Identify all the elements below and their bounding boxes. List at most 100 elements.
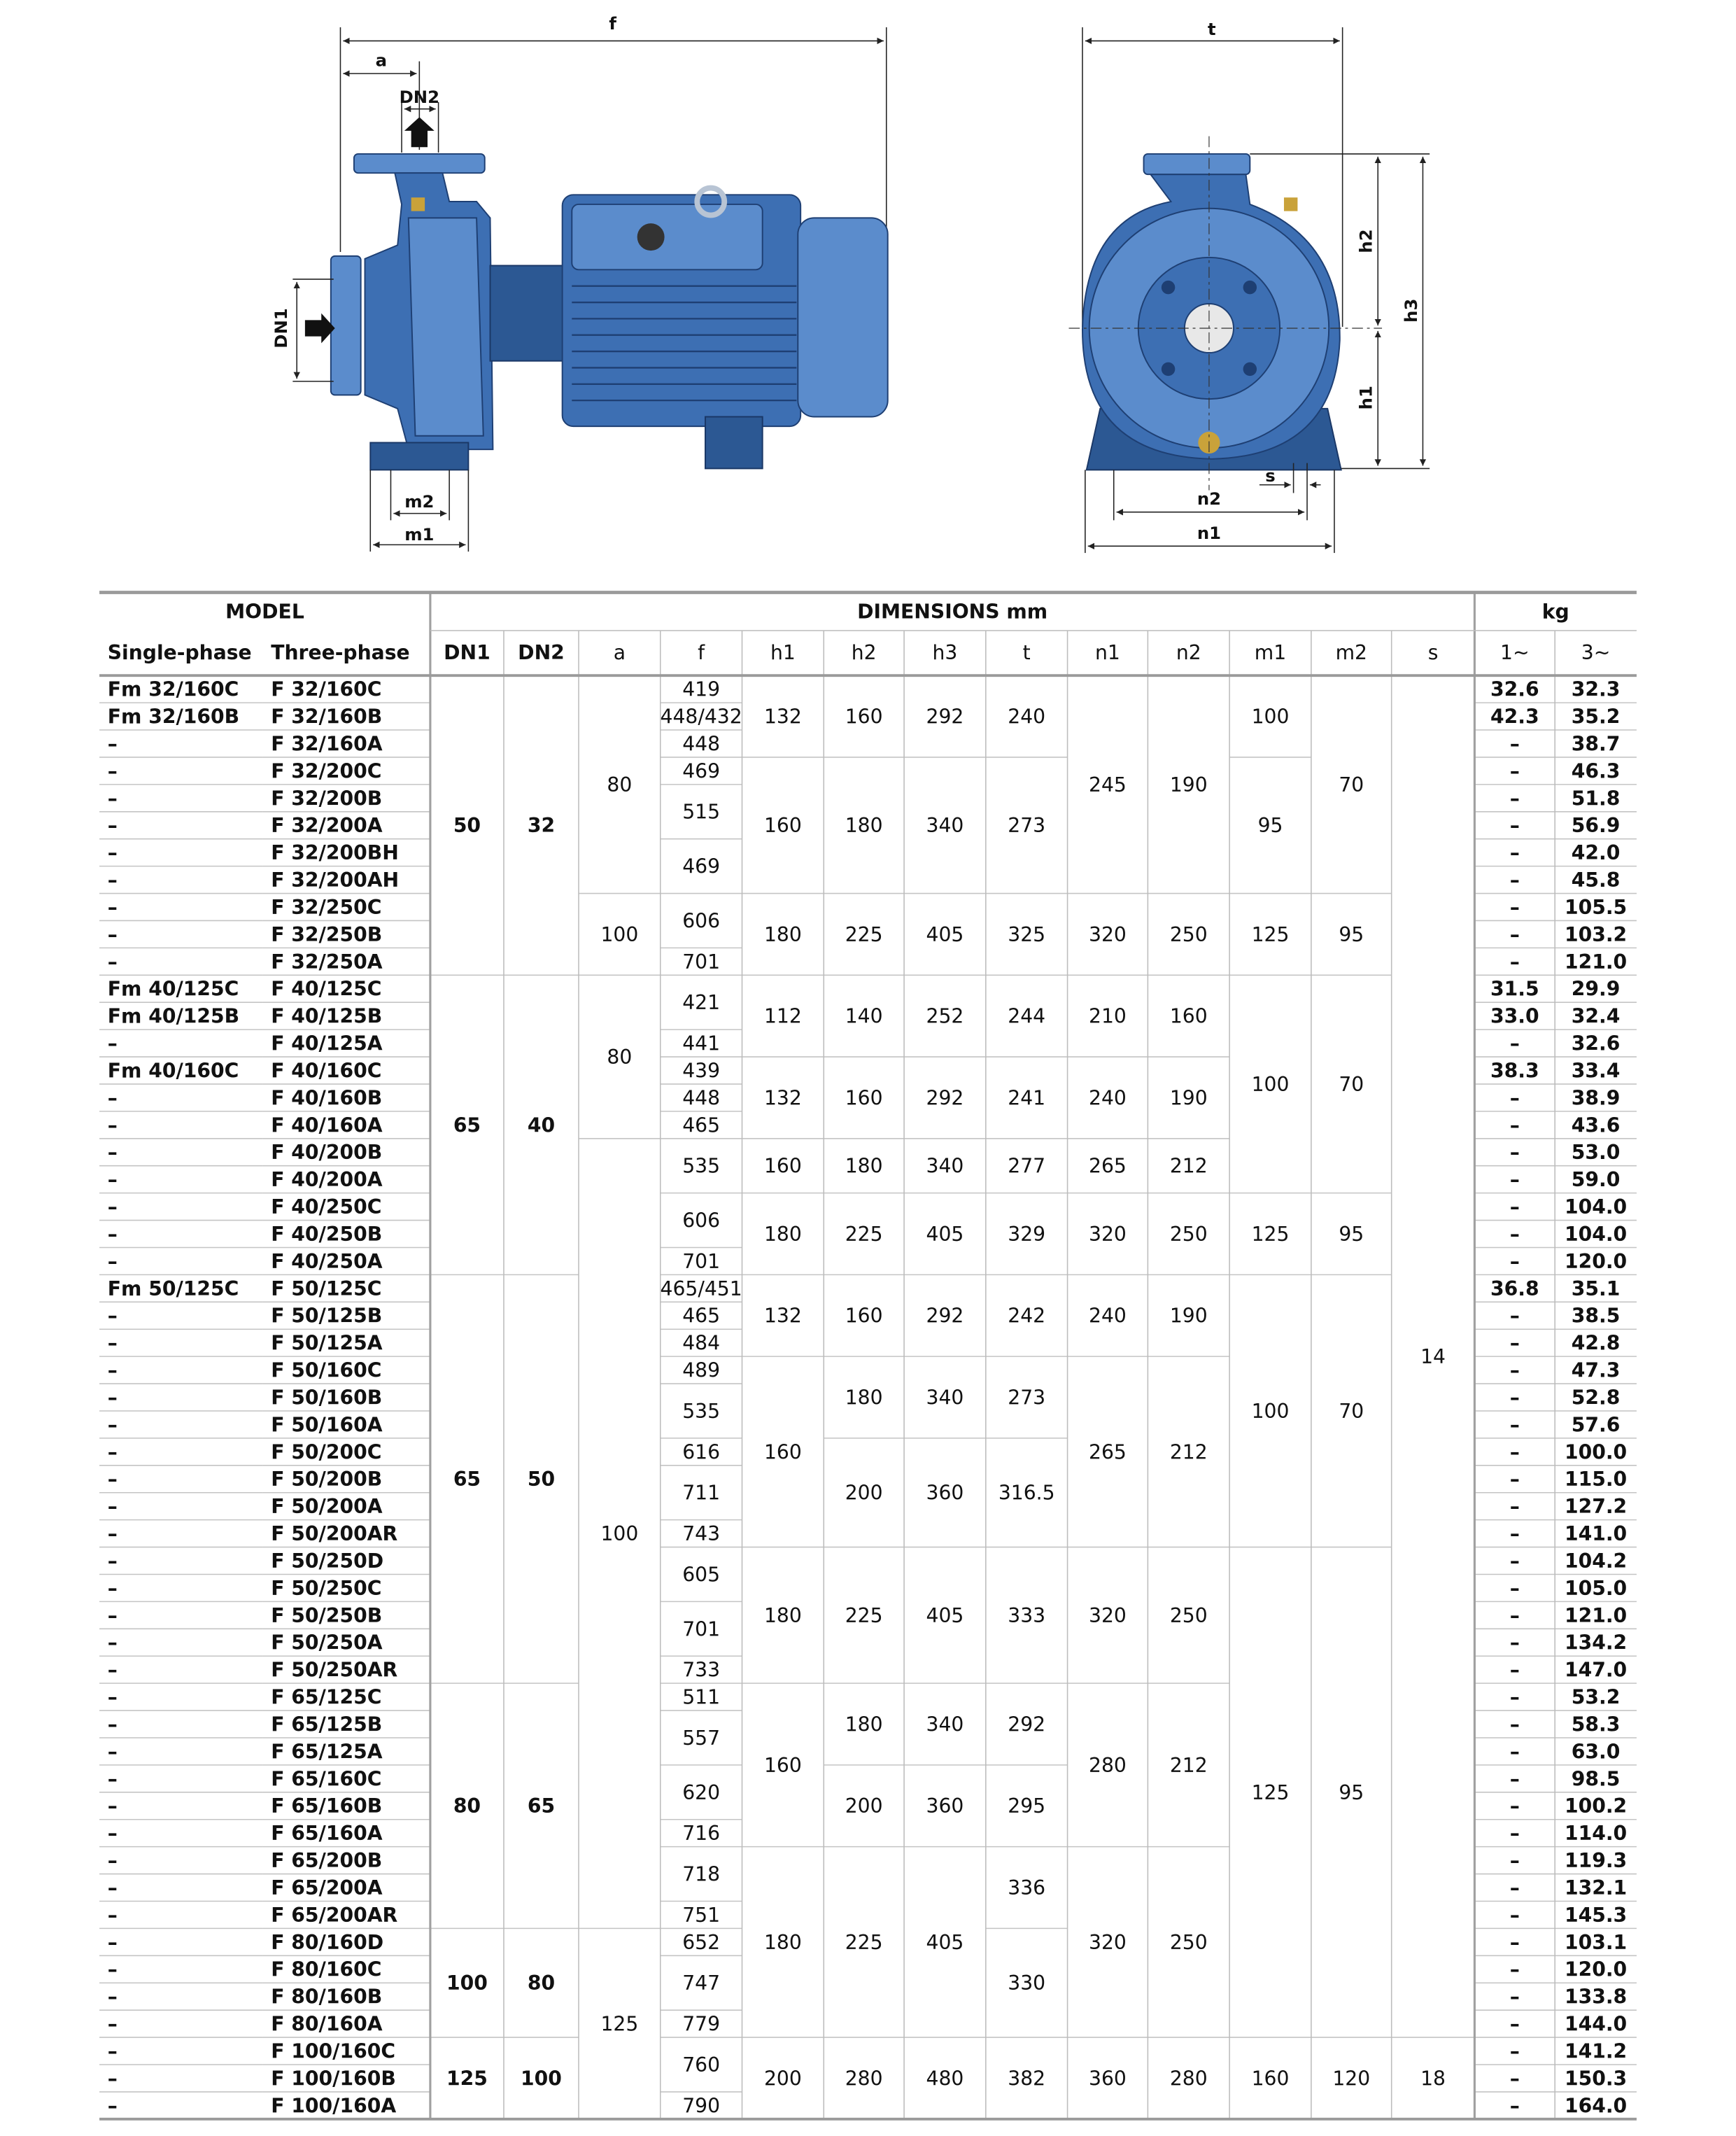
table-cell: 448 xyxy=(682,1086,720,1109)
column-header: n2 xyxy=(1176,641,1201,664)
pump-foot xyxy=(369,442,470,471)
table-cell: 42.3 xyxy=(1490,705,1539,729)
table-cell: 250 xyxy=(1170,1931,1208,1954)
table-cell: 63.0 xyxy=(1572,1740,1621,1763)
table-cell: – xyxy=(108,759,118,782)
table-cell: F 40/160C xyxy=(271,1059,381,1082)
table-cell: – xyxy=(1510,896,1520,919)
table-cell: 333 xyxy=(1008,1604,1045,1627)
table-cell: 65 xyxy=(453,1113,481,1137)
table-cell: 53.0 xyxy=(1572,1141,1621,1164)
table-cell: 103.1 xyxy=(1565,1931,1627,1954)
table-cell: 320 xyxy=(1089,923,1127,946)
table-cell: 760 xyxy=(682,2053,720,2077)
table-cell: F 32/200A xyxy=(271,814,383,837)
table-cell: 242 xyxy=(1008,1305,1045,1328)
table-cell: – xyxy=(108,1931,118,1954)
table-cell: 469 xyxy=(682,855,720,878)
table-cell: 190 xyxy=(1170,1305,1208,1328)
table-cell: 40 xyxy=(528,1113,555,1137)
table-cell: 180 xyxy=(764,1931,802,1954)
table-cell: 180 xyxy=(764,923,802,946)
column-header: n1 xyxy=(1095,641,1120,664)
table-cell: 701 xyxy=(682,1250,720,1273)
table-cell: – xyxy=(1510,923,1520,946)
table-cell: 265 xyxy=(1089,1155,1127,1178)
table-cell: Fm 32/160C xyxy=(108,678,239,701)
table-cell: – xyxy=(1510,1849,1520,1872)
table-cell: 336 xyxy=(1008,1876,1045,1899)
table-cell: 701 xyxy=(682,950,720,974)
table-cell: 557 xyxy=(682,1727,720,1750)
table-cell: F 100/160C xyxy=(271,2039,395,2063)
table-cell: F 40/160A xyxy=(271,1113,383,1137)
table-cell: F 50/250B xyxy=(271,1604,382,1627)
table-cell: F 32/200B xyxy=(271,787,382,810)
table-cell: – xyxy=(108,1495,118,1518)
table-cell: 606 xyxy=(682,909,720,932)
table-cell: 29.9 xyxy=(1572,978,1621,1001)
table-cell: – xyxy=(108,1713,118,1736)
table-cell: 241 xyxy=(1008,1086,1045,1109)
table-cell: 160 xyxy=(764,1155,802,1178)
table-cell: F 65/160A xyxy=(271,1822,383,1845)
table-cell: F 32/250A xyxy=(271,950,383,974)
table-cell: – xyxy=(108,1195,118,1218)
table-cell: – xyxy=(1510,869,1520,892)
table-cell: – xyxy=(1510,2067,1520,2090)
table-cell: – xyxy=(108,1577,118,1600)
table-cell: 18 xyxy=(1420,2067,1446,2090)
table-cell: – xyxy=(108,1550,118,1573)
table-cell: 180 xyxy=(764,1604,802,1627)
table-cell: F 40/200A xyxy=(271,1168,383,1191)
table-cell: 65 xyxy=(453,1468,481,1491)
table-cell: 121.0 xyxy=(1565,950,1627,974)
table-cell: – xyxy=(108,732,118,755)
table-cell: F 50/160C xyxy=(271,1359,381,1382)
column-header: DN1 xyxy=(444,641,491,664)
table-cell: F 65/125C xyxy=(271,1686,381,1709)
table-cell: F 50/160B xyxy=(271,1386,382,1409)
table-cell: 38.9 xyxy=(1572,1086,1621,1109)
table-cell: 405 xyxy=(926,923,964,946)
table-cell: F 40/200B xyxy=(271,1141,382,1164)
table-cell: 180 xyxy=(764,1223,802,1246)
table-cell: – xyxy=(1510,1767,1520,1790)
table-cell: 105.0 xyxy=(1565,1577,1627,1600)
table-cell: – xyxy=(1510,1413,1520,1436)
table-cell: 160 xyxy=(764,814,802,837)
table-cell: 80 xyxy=(453,1794,481,1818)
table-cell: F 40/125B xyxy=(271,1005,382,1028)
table-cell: – xyxy=(1510,841,1520,864)
table-cell: 52.8 xyxy=(1572,1386,1621,1409)
table-cell: 70 xyxy=(1339,1400,1364,1423)
table-cell: – xyxy=(1510,1740,1520,1763)
table-cell: 405 xyxy=(926,1223,964,1246)
table-cell: F 80/160D xyxy=(271,1931,383,1954)
table-cell: – xyxy=(108,1686,118,1709)
table-cell: 95 xyxy=(1258,814,1283,837)
column-header: Single-phase xyxy=(108,641,252,664)
table-cell: – xyxy=(1510,1822,1520,1845)
table-cell: 65 xyxy=(528,1794,555,1818)
table-cell: F 65/160C xyxy=(271,1767,381,1790)
table-cell: 56.9 xyxy=(1572,814,1621,837)
table-cell: F 65/125A xyxy=(271,1740,383,1763)
table-cell: – xyxy=(1510,2094,1520,2117)
table-cell: F 50/250C xyxy=(271,1577,381,1600)
table-cell: Fm 50/125C xyxy=(108,1277,239,1300)
table-cell: – xyxy=(1510,1659,1520,1682)
table-cell: 329 xyxy=(1008,1223,1045,1246)
table-cell: – xyxy=(108,1986,118,2009)
table-cell: – xyxy=(108,1086,118,1109)
table-cell: F 65/160B xyxy=(271,1794,382,1818)
table-cell: – xyxy=(108,1522,118,1545)
table-cell: F 100/160A xyxy=(271,2094,396,2117)
dimension-label: a xyxy=(376,50,387,71)
dimension-label: f xyxy=(609,13,616,34)
table-cell: – xyxy=(108,814,118,837)
group-header: DIMENSIONS mm xyxy=(857,600,1047,624)
table-cell: – xyxy=(108,1794,118,1818)
table-cell: 132 xyxy=(764,1086,802,1109)
table-cell: – xyxy=(108,1876,118,1899)
